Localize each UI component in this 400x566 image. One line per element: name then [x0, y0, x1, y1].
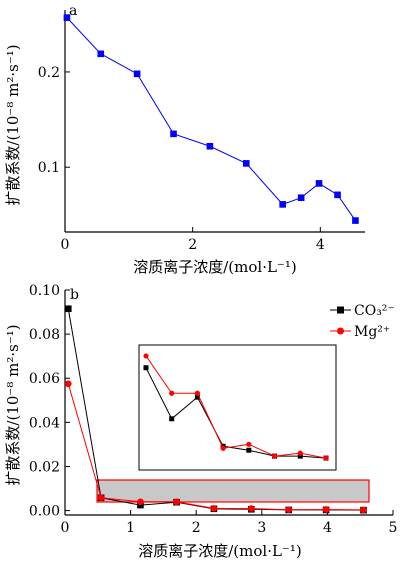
data-point: [97, 50, 105, 58]
legend: CO₃²⁻ Mg²⁺: [330, 303, 395, 340]
data-point: [360, 506, 367, 514]
inset-data-point: [169, 390, 175, 396]
x-axis-title-b: 溶质离子浓度/(mol·L⁻¹): [138, 542, 301, 560]
data-point: [170, 130, 177, 138]
data-point: [64, 380, 72, 388]
x-tick-label: 0: [61, 237, 70, 253]
y-tick-label: 0.02: [29, 459, 60, 475]
x-tick-label: 2: [192, 520, 201, 536]
data-point: [63, 14, 71, 21]
data-point: [248, 505, 255, 512]
ticks-a: 0 2 4 0.1 0.2: [38, 65, 325, 253]
data-point: [206, 142, 214, 150]
y-axis-title-b: 扩散系数/(10⁻⁸ m²·s⁻¹): [4, 324, 22, 485]
data-point: [322, 506, 330, 513]
x-tick-label: 2: [188, 237, 197, 253]
inset-frame: [138, 344, 337, 471]
data-point: [137, 498, 144, 506]
panel-a: a 0 2 4 0.1 0.2 溶质离子浓度/(mol·L⁻¹) 扩散系数/(10⁻⁸ …: [4, 3, 365, 276]
plot-frame-a: [65, 10, 365, 232]
data-point: [279, 201, 286, 208]
y-tick-label: 0.04: [29, 415, 60, 431]
inset-data-point: [297, 453, 303, 459]
data-point: [297, 194, 305, 201]
inset-data-point: [143, 365, 149, 371]
inset-series-line: [145, 367, 327, 459]
legend-marker-magnesium: [337, 327, 344, 335]
panel-label-b: b: [70, 287, 79, 303]
data-point: [352, 217, 359, 224]
data-point: [64, 305, 72, 313]
legend-entry-magnesium: Mg²⁺: [330, 324, 390, 340]
inset-data-point: [323, 455, 329, 461]
x-tick-label: 4: [323, 520, 332, 536]
y-tick-label: 0.08: [29, 327, 60, 343]
inset-data-point: [246, 441, 252, 447]
inset-series: [143, 353, 329, 461]
panel-label-a: a: [69, 3, 77, 19]
inset-data-point: [194, 394, 200, 400]
y-tick-label: 0.1: [38, 160, 60, 176]
inset-data-point: [246, 447, 252, 453]
legend-label-carbonate: CO₃²⁻: [354, 303, 395, 319]
inset-data-point: [220, 445, 226, 451]
legend-entry-carbonate: CO₃²⁻: [330, 303, 395, 319]
data-point: [133, 70, 141, 78]
series-line: [66, 17, 356, 221]
y-tick-label: 0.06: [29, 371, 60, 387]
inset-data-point: [143, 353, 149, 359]
x-axis-title-a: 溶质离子浓度/(mol·L⁻¹): [133, 258, 296, 276]
inset-data-point: [194, 390, 201, 396]
inset-plot: [138, 344, 337, 471]
y-tick-label: 0.2: [38, 65, 60, 81]
data-point: [285, 506, 292, 514]
series-b: [64, 305, 367, 514]
data-point: [334, 191, 341, 199]
zoom-highlight-box: [96, 479, 370, 503]
data-point: [210, 505, 218, 512]
y-axis-title-a: 扩散系数/(10⁻⁸ m²·s⁻¹): [4, 44, 22, 205]
ticks-b: 0 1 2 3 4 5 0.00 0.02 0.04 0.06 0.08 0.10: [29, 283, 398, 536]
data-point: [242, 160, 250, 167]
inset-data-point: [297, 450, 303, 456]
legend-marker-carbonate: [337, 306, 344, 314]
legend-label-magnesium: Mg²⁺: [354, 324, 390, 340]
x-tick-label: 0: [61, 520, 70, 536]
x-tick-label: 5: [389, 520, 398, 536]
series-a: [63, 14, 359, 224]
panel-b: b 0 1 2 3 4 5 0.00 0.02 0.04 0.06 0.08 0.10 CO₃²⁻ M…: [4, 283, 397, 560]
y-tick-label: 0.10: [29, 283, 60, 299]
x-tick-label: 3: [257, 520, 266, 536]
data-point: [315, 180, 323, 187]
data-point: [173, 498, 180, 506]
inset-series-line: [145, 355, 327, 459]
data-point: [97, 494, 105, 502]
y-tick-label: 0.00: [29, 504, 60, 520]
inset-data-point: [169, 416, 175, 422]
data-point: [137, 501, 144, 509]
x-tick-label: 4: [316, 237, 325, 253]
x-tick-label: 1: [126, 520, 135, 536]
inset-data-point: [271, 453, 278, 459]
